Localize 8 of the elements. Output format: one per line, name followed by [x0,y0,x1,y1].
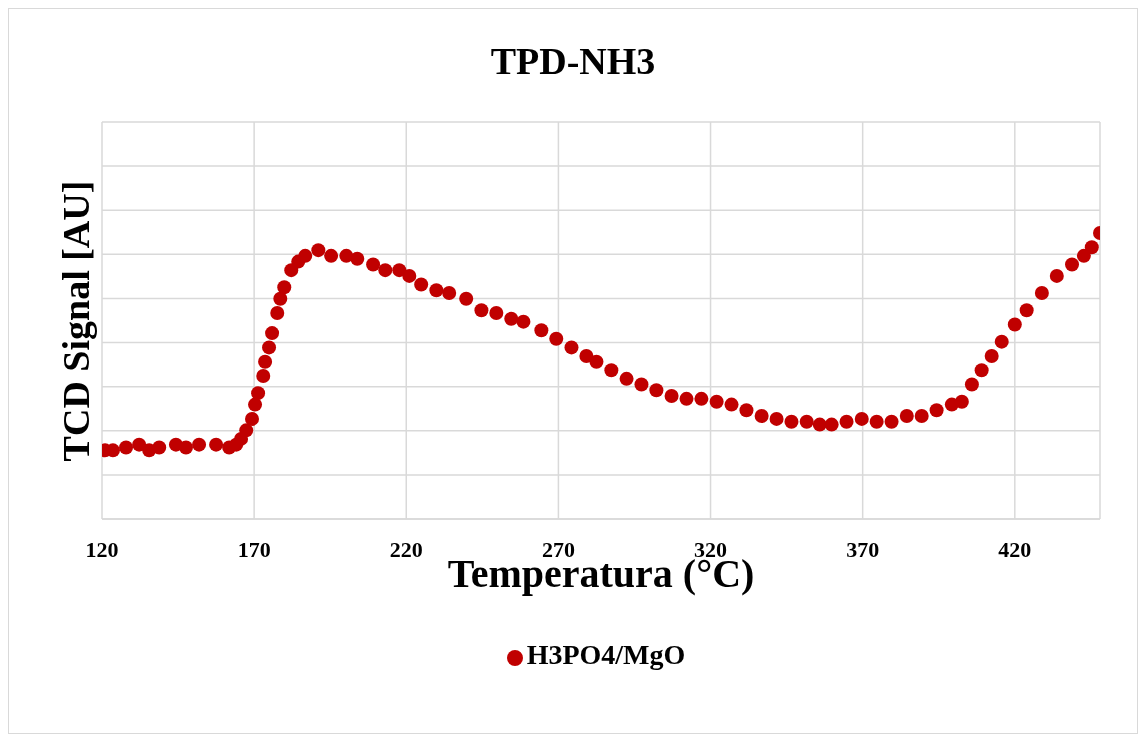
x-tick-label: 170 [237,536,271,562]
x-tick-label: 420 [998,536,1032,562]
legend-label: H3PO4/MgO [526,639,686,670]
y-axis-title: TCD Signal [AU] [54,179,98,464]
x-tick-label: 120 [85,536,119,562]
x-tick-label: 370 [846,536,880,562]
x-tick-label: 220 [389,536,423,562]
chart-title: TPD-NH3 [489,39,657,83]
